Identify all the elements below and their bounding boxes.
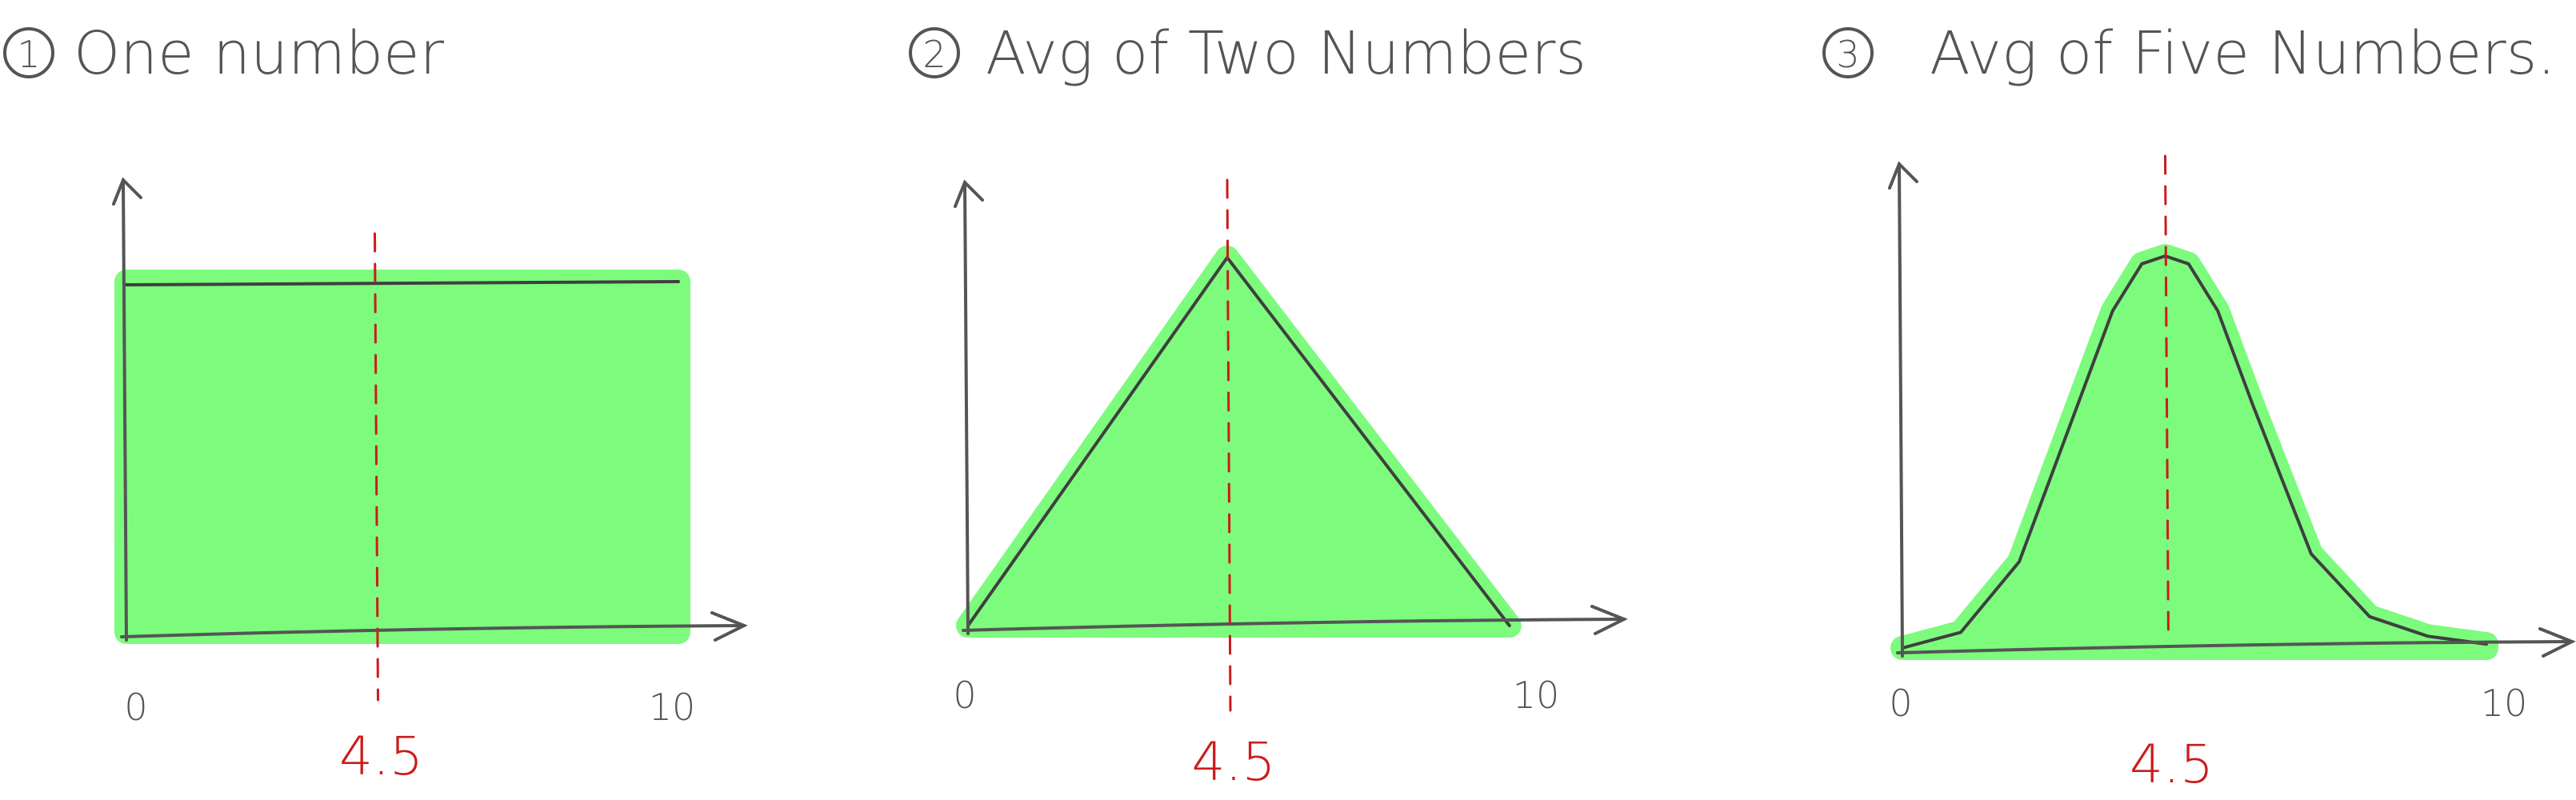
x-axis-line xyxy=(120,624,746,638)
mean-value-label: 4.5 xyxy=(1192,731,1276,793)
chart-title: Avg of Five Numbers. xyxy=(1930,19,2556,88)
density-curve-line xyxy=(125,280,680,286)
x-tick-label: 0 xyxy=(953,674,976,717)
x-axis-arrowhead xyxy=(710,611,748,642)
y-axis-line xyxy=(1898,162,1904,658)
x-axis-line xyxy=(1896,640,2574,654)
mean-value-label: 4.5 xyxy=(339,726,423,787)
chart-panel-2: 0 10 4.5 2 Avg of Two Numbers xyxy=(909,19,1628,793)
chart-title: Avg of Two Numbers xyxy=(986,19,1586,88)
panel-number-circle xyxy=(909,27,960,78)
mean-dashed-line xyxy=(2164,154,2170,642)
y-axis-line xyxy=(963,181,970,635)
density-fill-area xyxy=(956,246,1522,638)
panel-number-circle xyxy=(1822,27,1874,78)
panel-number: 3 xyxy=(1836,33,1859,76)
chart-panel-3: 0 10 4.5 3 Avg of Five Numbers. xyxy=(1822,19,2576,795)
x-axis-arrowhead xyxy=(1590,605,1628,635)
x-tick-label: 10 xyxy=(2481,682,2528,725)
density-fill-area xyxy=(114,270,690,644)
mean-dashed-line xyxy=(1226,178,1232,712)
x-tick-label: 10 xyxy=(1513,674,1560,717)
y-axis-arrowhead xyxy=(954,179,984,208)
mean-value-label: 4.5 xyxy=(2130,734,2214,795)
chart-panel-1: 0 10 4.5 1 One number xyxy=(3,19,748,787)
panel-number: 2 xyxy=(922,33,946,76)
density-curve-line xyxy=(1901,254,2488,650)
y-axis-arrowhead xyxy=(112,177,142,206)
x-tick-label: 10 xyxy=(649,686,696,729)
chart-title: One number xyxy=(74,19,445,88)
panel-number: 1 xyxy=(17,33,40,76)
density-fill-area xyxy=(1890,244,2498,660)
panel-number-circle xyxy=(3,27,54,78)
mean-dashed-line xyxy=(374,232,379,702)
x-tick-label: 0 xyxy=(124,686,147,729)
y-axis-arrowhead xyxy=(1888,161,1918,190)
y-axis-line xyxy=(122,178,128,642)
x-tick-label: 0 xyxy=(1889,682,1912,725)
x-axis-arrowhead xyxy=(2538,627,2576,658)
x-axis-line xyxy=(962,618,1626,632)
